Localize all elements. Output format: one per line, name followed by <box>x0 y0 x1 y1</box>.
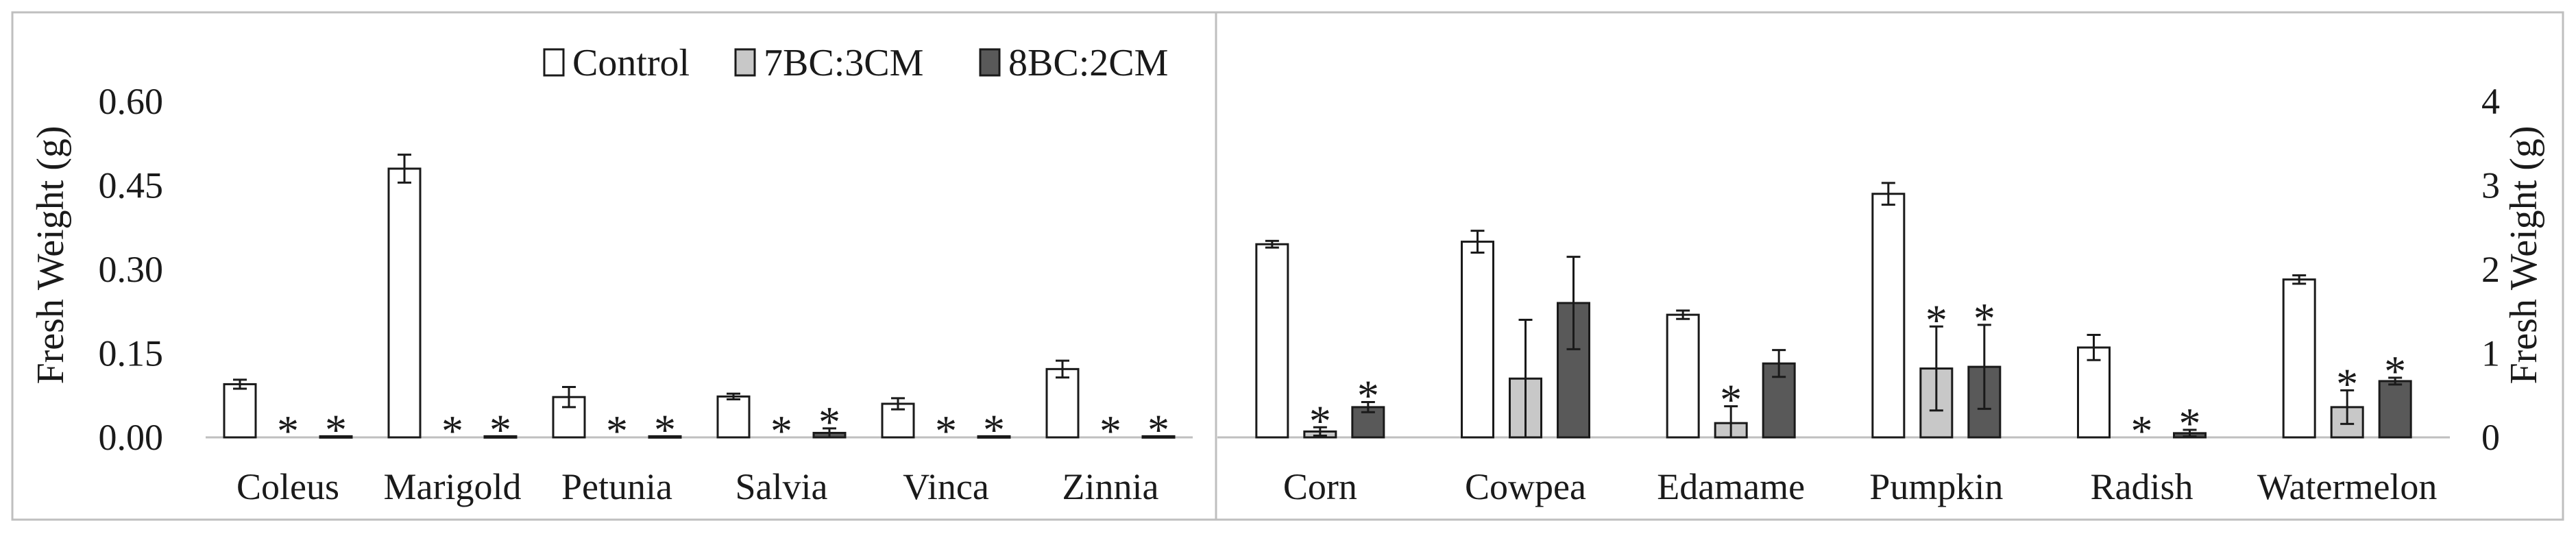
x-tick-label: Corn <box>1283 466 1357 507</box>
bar <box>1666 313 1700 439</box>
bar <box>1871 193 1906 439</box>
significance-asterisk: * <box>2179 399 2201 448</box>
bar <box>2282 278 2316 439</box>
bar <box>552 396 586 439</box>
left-y-tick-label: 0.60 <box>99 81 164 122</box>
legend-label-7bc3cm: 7BC:3CM <box>764 42 923 84</box>
right-plot-area: 0 1 2 3 4 * * Corn Cowpea * Edamame * * Pumpkin * * Radi… <box>1255 81 2500 507</box>
significance-asterisk: * <box>489 405 511 454</box>
significance-asterisk: * <box>1973 294 1995 343</box>
bar <box>1141 435 1176 439</box>
left-y-axis-title: Fresh Weight (g) <box>29 125 72 384</box>
bar <box>648 435 682 439</box>
significance-asterisk: * <box>654 405 676 454</box>
x-tick-label: Vinca <box>903 466 989 507</box>
bar <box>483 435 518 439</box>
legend-swatch-7bc3cm <box>734 48 756 77</box>
x-tick-label: Petunia <box>561 466 672 507</box>
left-plot-area: 0.00 0.15 0.30 0.45 0.60 * * Coleus * * Marigold * *… <box>99 81 1176 507</box>
significance-asterisk: * <box>1147 405 1169 454</box>
legend: Control 7BC:3CM 8BC:2CM <box>543 42 1168 84</box>
right-y-tick-label: 1 <box>2481 333 2500 374</box>
x-tick-label: Salvia <box>736 466 828 507</box>
legend-swatch-8bc2cm <box>979 48 1001 77</box>
right-y-tick-label: 2 <box>2481 249 2500 290</box>
left-y-tick-label: 0.00 <box>99 417 164 458</box>
right-y-axis-title: Fresh Weight (g) <box>2503 125 2545 384</box>
significance-asterisk: * <box>1720 376 1742 424</box>
bar <box>977 435 1011 439</box>
legend-label-8bc2cm: 8BC:2CM <box>1008 42 1168 84</box>
bar <box>1461 241 1494 439</box>
legend-label-control: Control <box>572 42 690 84</box>
significance-asterisk: * <box>2384 347 2406 396</box>
significance-asterisk: * <box>1357 372 1379 420</box>
significance-asterisk: * <box>1099 407 1121 455</box>
x-tick-label: Zinnia <box>1062 466 1159 507</box>
x-tick-label: Radish <box>2090 466 2193 507</box>
bar <box>1255 243 1289 439</box>
significance-asterisk: * <box>277 407 299 455</box>
significance-asterisk: * <box>606 407 628 455</box>
significance-asterisk: * <box>1309 396 1331 445</box>
x-tick-label: Edamame <box>1657 466 1805 507</box>
x-tick-label: Coleus <box>236 466 339 507</box>
bar <box>387 167 422 439</box>
significance-asterisk: * <box>2336 359 2358 408</box>
bar <box>1351 406 1385 439</box>
x-tick-label: Pumpkin <box>1869 466 2003 507</box>
x-tick-label: Watermelon <box>2257 466 2438 507</box>
significance-asterisk: * <box>325 405 347 454</box>
bar <box>881 402 915 439</box>
significance-asterisk: * <box>2131 407 2153 455</box>
bar <box>1045 367 1080 439</box>
bar <box>716 395 751 439</box>
right-y-tick-label: 0 <box>2481 417 2500 458</box>
x-tick-label: Marigold <box>384 466 522 507</box>
significance-asterisk: * <box>441 407 463 455</box>
left-y-tick-label: 0.45 <box>99 165 164 206</box>
bar <box>319 435 353 439</box>
significance-asterisk: * <box>935 407 957 455</box>
significance-asterisk: * <box>770 407 792 455</box>
significance-asterisk: * <box>1925 295 1947 344</box>
x-tick-label: Cowpea <box>1465 466 1586 507</box>
right-y-tick-label: 4 <box>2481 81 2500 122</box>
left-y-tick-label: 0.30 <box>99 249 164 290</box>
bar <box>223 383 257 439</box>
significance-asterisk: * <box>983 405 1005 454</box>
legend-swatch-control <box>543 48 565 77</box>
right-panel-frame <box>1215 11 2564 521</box>
significance-asterisk: * <box>818 398 840 446</box>
right-y-tick-label: 3 <box>2481 165 2500 206</box>
bar <box>2077 346 2111 439</box>
left-y-tick-label: 0.15 <box>99 333 164 374</box>
